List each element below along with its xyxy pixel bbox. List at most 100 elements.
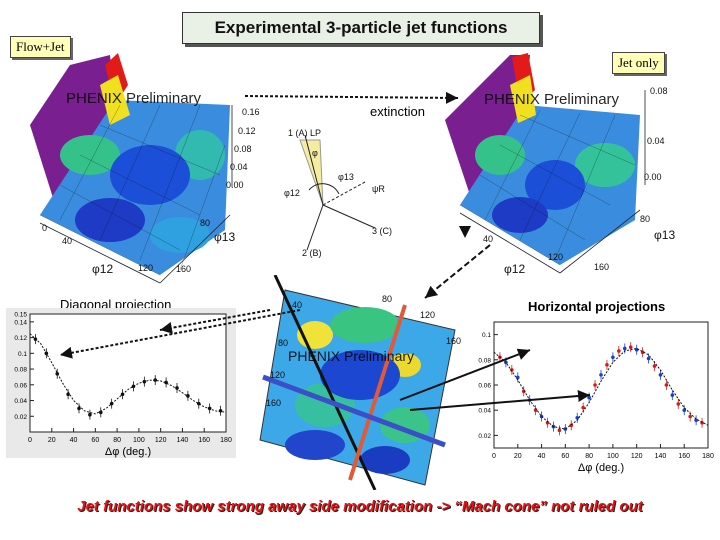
right-phi-tick-3: 160 bbox=[594, 262, 610, 272]
diagram-vector-a bbox=[304, 134, 324, 206]
x-axis-label: Δφ (deg.) bbox=[105, 446, 151, 458]
right-preliminary-label: PHENIX Preliminary bbox=[484, 91, 620, 108]
diagram-vector-r bbox=[322, 181, 366, 206]
left-surface-mesh bbox=[39, 104, 226, 276]
data-point bbox=[670, 393, 675, 397]
data-point bbox=[77, 406, 81, 411]
diagram-phi-small: φ bbox=[312, 148, 318, 158]
data-point bbox=[628, 345, 633, 349]
y-tick-label: 0.15 bbox=[14, 312, 27, 319]
center-tick-left-0: 80 bbox=[278, 338, 289, 348]
arrow-extinction bbox=[244, 91, 459, 104]
slide-title: Experimental 3-particle jet functions bbox=[182, 12, 540, 44]
right-phi12-label: φ12 bbox=[504, 262, 526, 276]
conclusion-text: Jet functions show strong away side modi… bbox=[77, 498, 643, 515]
data-point bbox=[652, 364, 657, 368]
data-point bbox=[575, 415, 580, 420]
right-phi-tick-2: 120 bbox=[548, 252, 564, 262]
particle-diagram bbox=[299, 134, 376, 251]
left-phi12-label: φ12 bbox=[92, 262, 114, 276]
contour-blue-2 bbox=[285, 430, 345, 460]
left-phi-tick-0: 0 bbox=[42, 223, 48, 233]
x-tick-label: 160 bbox=[198, 437, 210, 444]
right-phi-tick-1: 80 bbox=[640, 214, 651, 224]
contour-green-1 bbox=[330, 307, 400, 343]
diagram-vector-c bbox=[322, 204, 376, 229]
x-tick-label: 180 bbox=[220, 437, 232, 444]
contour-blue-line bbox=[262, 374, 446, 448]
data-point bbox=[664, 383, 669, 387]
data-point bbox=[676, 402, 681, 406]
right-surface-green-2 bbox=[575, 143, 635, 187]
y-tick-label: 0.02 bbox=[14, 414, 27, 421]
contour-blue-3 bbox=[360, 446, 410, 474]
data-point bbox=[557, 428, 562, 433]
right-z-tick-2: 0.00 bbox=[644, 172, 662, 182]
right-surface-plot bbox=[445, 53, 646, 274]
x-tick-label: 60 bbox=[561, 453, 569, 460]
y-tick-label: 0.04 bbox=[14, 398, 27, 405]
data-point bbox=[98, 410, 103, 415]
left-surface-wall bbox=[30, 55, 115, 220]
y-tick-label: 0.04 bbox=[478, 408, 491, 415]
left-surface-axes bbox=[39, 105, 233, 284]
diagram-vector-b bbox=[306, 204, 324, 251]
left-surface-peak-yellow bbox=[100, 75, 130, 125]
x-tick-label: 140 bbox=[177, 437, 189, 444]
diagram-arc bbox=[308, 183, 340, 195]
center-tick-top-2: 120 bbox=[420, 310, 436, 320]
arrow-to-center bbox=[424, 244, 491, 299]
left-phi-tick-2: 80 bbox=[200, 218, 211, 228]
x-axis-label: Δφ (deg.) bbox=[578, 462, 624, 474]
y-tick-label: 0.08 bbox=[478, 357, 491, 364]
x-tick-label: 60 bbox=[91, 437, 99, 444]
data-point bbox=[88, 412, 92, 417]
contour-red-line bbox=[348, 304, 407, 481]
right-z-tick-1: 0.04 bbox=[647, 136, 665, 146]
left-surface-plot bbox=[30, 53, 233, 284]
arrow-horizontal-2 bbox=[409, 390, 591, 411]
center-preliminary-label: PHENIX Preliminary bbox=[288, 348, 415, 364]
right-surface-wall bbox=[445, 55, 530, 195]
y-tick-label: 0.08 bbox=[14, 367, 27, 374]
x-tick-label: 180 bbox=[702, 453, 714, 460]
left-surface-cyan bbox=[150, 217, 210, 253]
center-tick-top-0: 40 bbox=[292, 300, 303, 310]
data-point bbox=[622, 346, 627, 351]
data-point bbox=[688, 414, 692, 419]
y-tick-label: 0.1 bbox=[482, 332, 491, 339]
x-tick-label: 20 bbox=[514, 453, 522, 460]
center-contour-plot bbox=[259, 275, 456, 490]
diagram-label-a: 1 (A) LP bbox=[288, 128, 322, 138]
x-tick-label: 100 bbox=[607, 453, 619, 460]
x-tick-label: 20 bbox=[48, 437, 56, 444]
center-tick-left-1: 120 bbox=[270, 370, 286, 380]
x-tick-label: 120 bbox=[631, 453, 643, 460]
diagram-phi13: φ13 bbox=[338, 172, 354, 182]
data-point bbox=[646, 356, 651, 361]
arrow-horizontal-1 bbox=[399, 348, 531, 401]
data-point bbox=[611, 355, 615, 360]
right-surface-peak-yellow bbox=[510, 75, 536, 123]
x-tick-label: 80 bbox=[585, 453, 593, 460]
left-surface-blue-1 bbox=[110, 145, 190, 205]
left-z-tick-2: 0.08 bbox=[234, 144, 252, 154]
fit-curve bbox=[29, 333, 227, 415]
data-point bbox=[510, 368, 514, 372]
slide-title-text: Experimental 3-particle jet functions bbox=[214, 18, 508, 37]
diagram-label-b: 2 (B) bbox=[302, 248, 322, 258]
chart-frame bbox=[493, 321, 709, 449]
diagram-phi12: φ12 bbox=[284, 188, 300, 198]
x-tick-label: 140 bbox=[655, 453, 667, 460]
left-z-tick-1: 0.12 bbox=[238, 126, 256, 136]
left-phi13-label: φ13 bbox=[214, 230, 236, 244]
diagram-label-c: 3 (C) bbox=[372, 226, 392, 236]
left-phi-tick-1: 40 bbox=[62, 236, 73, 246]
left-surface-blue-2 bbox=[75, 198, 145, 242]
diagonal-projection-chart: 0 20 40 60 80 100 120 140 160 180 0.150.14 0.12 0.1 0… bbox=[6, 308, 236, 458]
y-tick-label: 0.06 bbox=[478, 383, 491, 390]
center-tick-top-3: 160 bbox=[446, 336, 462, 346]
right-phi-tick-0: 40 bbox=[483, 234, 494, 244]
data-point bbox=[581, 405, 585, 410]
